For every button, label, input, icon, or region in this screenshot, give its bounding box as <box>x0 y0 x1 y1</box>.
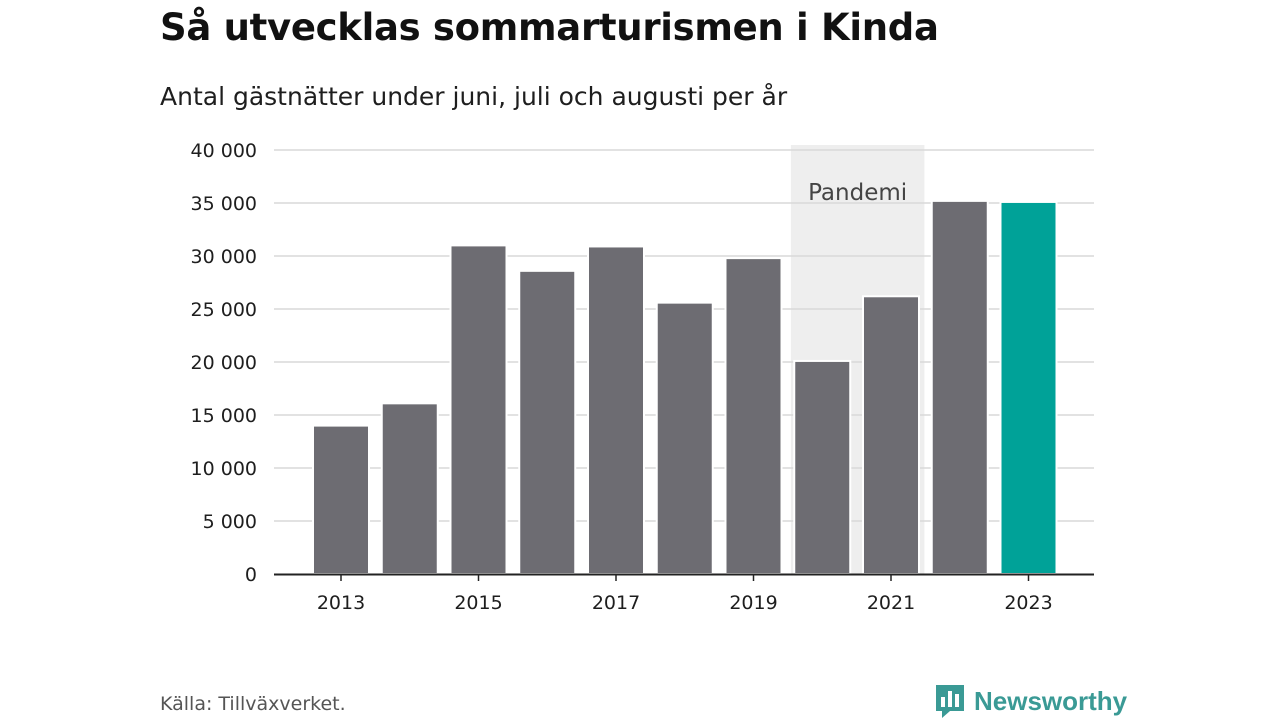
newsworthy-chart-bubble-icon <box>936 685 964 718</box>
chart-subtitle: Antal gästnätter under juni, juli och au… <box>160 82 788 111</box>
bar <box>518 269 577 575</box>
brand-name: Newsworthy <box>974 685 1128 716</box>
y-tick-label: 25 000 <box>191 299 257 321</box>
x-tick-label: 2015 <box>454 592 502 614</box>
y-tick-label: 20 000 <box>191 352 257 374</box>
bar <box>724 257 783 575</box>
y-tick-label: 30 000 <box>191 246 257 268</box>
bar <box>312 424 370 575</box>
bar <box>862 295 920 575</box>
source-note: Källa: Tillväxverket. <box>160 693 346 715</box>
bar <box>655 301 714 575</box>
y-tick-label: 0 <box>245 564 257 586</box>
x-tick-label: 2023 <box>1004 592 1052 614</box>
y-tick-label: 35 000 <box>191 193 257 215</box>
bar-highlight <box>999 200 1058 575</box>
x-tick-label: 2017 <box>592 592 640 614</box>
annotation-label: Pandemi <box>808 180 907 206</box>
x-tick-label: 2019 <box>729 592 777 614</box>
bar <box>587 245 645 576</box>
bar <box>930 199 989 575</box>
y-tick-label: 40 000 <box>191 140 257 162</box>
bar <box>449 244 508 575</box>
bar-chart: 0 5 000 10 000 15 000 20 000 25 000 30 000 35 0… <box>191 140 1094 614</box>
x-tick-label: 2021 <box>867 592 915 614</box>
y-tick-label: 10 000 <box>191 458 257 480</box>
y-tick-label: 15 000 <box>191 405 257 427</box>
chart-title: Så utvecklas sommarturismen i Kinda <box>160 6 939 49</box>
brand-logo: Newsworthy <box>934 683 1127 719</box>
y-tick-label: 5 000 <box>203 511 257 533</box>
bar <box>380 402 439 575</box>
bar <box>793 359 852 575</box>
x-tick-label: 2013 <box>317 592 365 614</box>
